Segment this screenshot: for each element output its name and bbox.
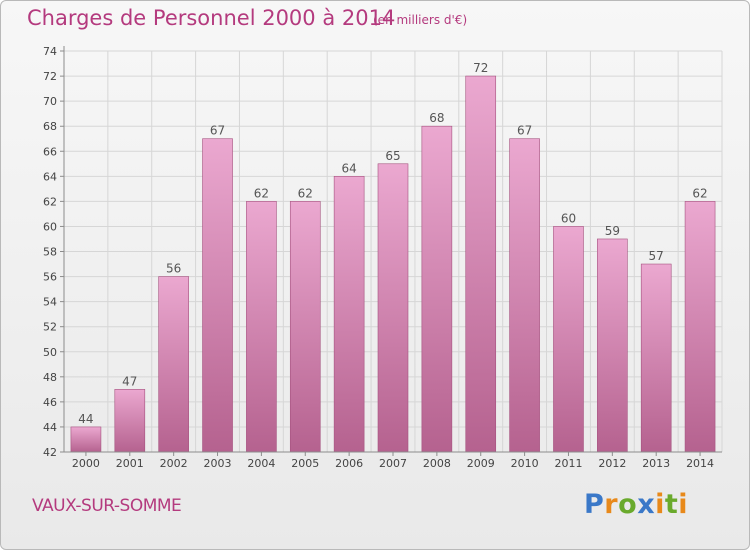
bar-2003 xyxy=(202,138,233,453)
bar-2011 xyxy=(553,226,584,453)
commune-name: VAUX-SUR-SOMME xyxy=(32,496,182,516)
x-tick-label: 2001 xyxy=(116,457,144,470)
y-tick-label: 46 xyxy=(43,396,57,409)
chart-title: Charges de Personnel 2000 à 2014 xyxy=(27,6,396,30)
x-tick-label: 2004 xyxy=(247,457,275,470)
data-label: 56 xyxy=(166,262,181,276)
bar-2014 xyxy=(684,201,716,453)
x-tick-label: 2013 xyxy=(642,457,670,470)
data-label: 59 xyxy=(605,224,620,238)
bar-2006 xyxy=(333,176,365,453)
y-tick-label: 62 xyxy=(43,195,57,208)
data-label: 62 xyxy=(298,186,313,200)
x-tick-label: 2008 xyxy=(423,457,451,470)
bar-2008 xyxy=(421,125,453,453)
data-labels: 44 47 56 67 62 62 64 65 68 72 67 60 59 57 62 xyxy=(78,61,707,426)
x-tick-label: 2005 xyxy=(291,457,319,470)
y-tick-label: 64 xyxy=(43,170,57,183)
proxiti-logo: Proxiti xyxy=(584,489,688,520)
x-tick-label: 2012 xyxy=(598,457,626,470)
data-label: 65 xyxy=(385,149,400,163)
data-label: 60 xyxy=(561,211,576,225)
logo-letter: o xyxy=(618,489,638,520)
data-label: 67 xyxy=(517,124,532,138)
axes: 42 44 46 48 50 52 54 56 58 60 62 64 66 68 70 72 74 2000 20… xyxy=(43,45,722,470)
data-label: 44 xyxy=(78,412,93,426)
bar-2001 xyxy=(114,389,146,453)
bar-2009 xyxy=(465,75,497,453)
x-tick-label: 2007 xyxy=(379,457,407,470)
bar-2002 xyxy=(158,276,189,453)
chart-subtitle: (en milliers d'€) xyxy=(373,13,468,27)
y-tick-label: 52 xyxy=(43,321,57,334)
bar-2012 xyxy=(597,238,628,453)
bar-2007 xyxy=(377,163,409,453)
data-label: 67 xyxy=(210,124,225,138)
logo-letter: t xyxy=(664,489,679,520)
logo-letter: x xyxy=(637,489,656,520)
data-label: 62 xyxy=(692,186,707,200)
data-label: 47 xyxy=(122,374,137,388)
logo-letter: i xyxy=(655,489,665,520)
data-label: 68 xyxy=(429,111,444,125)
y-tick-label: 42 xyxy=(43,446,57,459)
data-label: 72 xyxy=(473,61,488,75)
x-tick-label: 2003 xyxy=(204,457,232,470)
x-tick-label: 2000 xyxy=(72,457,100,470)
y-tick-label: 58 xyxy=(43,246,57,259)
bar-2013 xyxy=(640,263,672,453)
y-tick-label: 54 xyxy=(43,296,57,309)
y-tick-label: 74 xyxy=(43,45,57,58)
logo-letter: r xyxy=(604,489,619,520)
x-tick-label: 2009 xyxy=(467,457,495,470)
bar-2005 xyxy=(289,201,321,453)
y-tick-label: 70 xyxy=(43,95,57,108)
logo-letter: i xyxy=(678,489,689,520)
x-tick-label: 2011 xyxy=(554,457,582,470)
data-label: 64 xyxy=(341,161,356,175)
x-tick-label: 2010 xyxy=(511,457,539,470)
bar-2010 xyxy=(509,138,540,453)
y-tick-label: 68 xyxy=(43,120,57,133)
y-tick-label: 56 xyxy=(43,271,57,284)
bar-2004 xyxy=(246,201,277,453)
y-tick-label: 44 xyxy=(43,421,57,434)
data-label: 57 xyxy=(649,249,664,263)
x-tick-label: 2014 xyxy=(686,457,714,470)
y-tick-label: 66 xyxy=(43,145,57,158)
x-tick-label: 2006 xyxy=(335,457,363,470)
data-label: 62 xyxy=(254,186,269,200)
x-tick-label: 2002 xyxy=(160,457,188,470)
bars xyxy=(70,75,716,453)
y-tick-label: 60 xyxy=(43,220,57,233)
y-tick-label: 72 xyxy=(43,70,57,83)
y-tick-label: 50 xyxy=(43,346,57,359)
y-tick-label: 48 xyxy=(43,371,57,384)
bar-2000 xyxy=(70,426,102,453)
logo-letter: P xyxy=(584,489,605,520)
